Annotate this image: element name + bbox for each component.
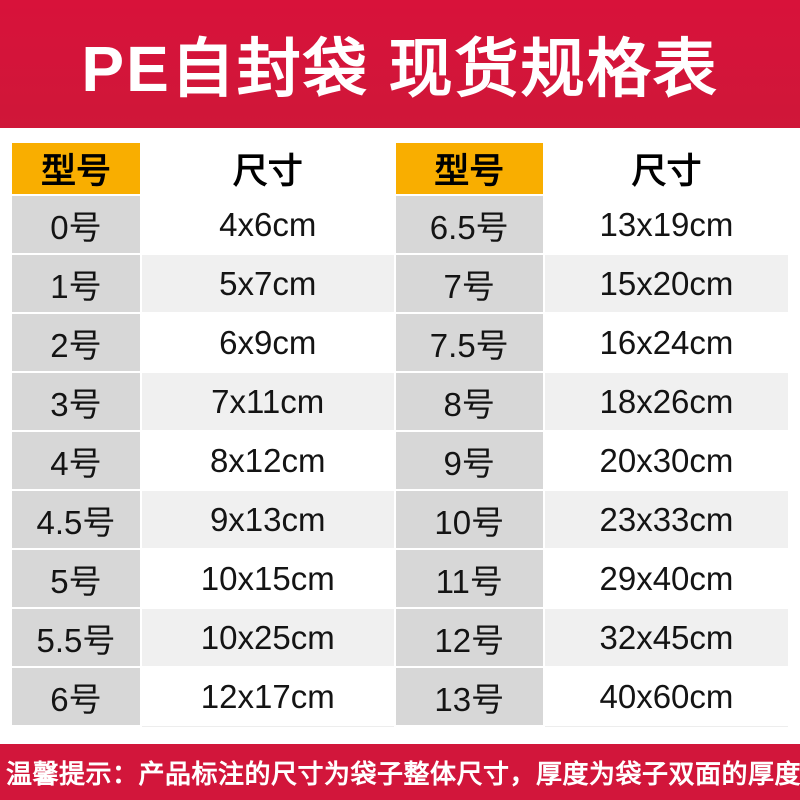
model-cell: 13号 xyxy=(393,666,545,727)
model-cell: 9号 xyxy=(393,430,545,491)
size-cell: 23x33cm xyxy=(542,489,791,550)
model-cell: 4.5号 xyxy=(10,489,142,550)
size-cell: 20x30cm xyxy=(542,430,791,491)
footer-banner: 温馨提示：产品标注的尺寸为袋子整体尺寸，厚度为袋子双面的厚度 xyxy=(0,744,800,800)
model-cell: 6.5号 xyxy=(393,194,545,255)
table-row: 4号 8x12cm 9号 20x30cm xyxy=(10,430,791,491)
size-cell: 4x6cm xyxy=(139,194,396,255)
size-cell: 8x12cm xyxy=(139,430,396,491)
size-cell: 12x17cm xyxy=(139,666,396,727)
column-header-model-left: 型号 xyxy=(10,141,142,196)
footer-note: 温馨提示：产品标注的尺寸为袋子整体尺寸，厚度为袋子双面的厚度 xyxy=(6,758,800,789)
model-cell: 0号 xyxy=(10,194,142,255)
size-cell: 18x26cm xyxy=(542,371,791,432)
column-header-size-right: 尺寸 xyxy=(542,141,791,196)
page-title: PE自封袋 现货规格表 xyxy=(81,33,719,105)
spec-table-container: 型号 尺寸 型号 尺寸 0号 4x6cm 6.5号 13x19cm 1号 5x7cm 7号 1… xyxy=(10,141,791,727)
model-cell: 5.5号 xyxy=(10,607,142,668)
size-cell: 7x11cm xyxy=(139,371,396,432)
table-row: 4.5号 9x13cm 10号 23x33cm xyxy=(10,489,791,550)
model-cell: 7.5号 xyxy=(393,312,545,373)
size-cell: 29x40cm xyxy=(542,548,791,609)
model-cell: 10号 xyxy=(393,489,545,550)
size-cell: 16x24cm xyxy=(542,312,791,373)
table-header-row: 型号 尺寸 型号 尺寸 xyxy=(10,141,791,196)
model-cell: 8号 xyxy=(393,371,545,432)
size-cell: 9x13cm xyxy=(139,489,396,550)
model-cell: 6号 xyxy=(10,666,142,727)
column-header-size-left: 尺寸 xyxy=(139,141,396,196)
size-cell: 6x9cm xyxy=(139,312,396,373)
size-cell: 5x7cm xyxy=(139,253,396,314)
table-row: 6号 12x17cm 13号 40x60cm xyxy=(10,666,791,727)
model-cell: 7号 xyxy=(393,253,545,314)
table-row: 1号 5x7cm 7号 15x20cm xyxy=(10,253,791,314)
model-cell: 11号 xyxy=(393,548,545,609)
table-row: 3号 7x11cm 8号 18x26cm xyxy=(10,371,791,432)
table-row: 5号 10x15cm 11号 29x40cm xyxy=(10,548,791,609)
model-cell: 4号 xyxy=(10,430,142,491)
column-header-model-right: 型号 xyxy=(393,141,545,196)
model-cell: 12号 xyxy=(393,607,545,668)
table-row: 0号 4x6cm 6.5号 13x19cm xyxy=(10,194,791,255)
model-cell: 2号 xyxy=(10,312,142,373)
size-cell: 32x45cm xyxy=(542,607,791,668)
spec-table: 型号 尺寸 型号 尺寸 0号 4x6cm 6.5号 13x19cm 1号 5x7cm 7号 1… xyxy=(10,141,791,727)
spec-table-body: 0号 4x6cm 6.5号 13x19cm 1号 5x7cm 7号 15x20cm 2号 6x9c… xyxy=(10,194,791,727)
table-row: 5.5号 10x25cm 12号 32x45cm xyxy=(10,607,791,668)
table-row: 2号 6x9cm 7.5号 16x24cm xyxy=(10,312,791,373)
size-cell: 13x19cm xyxy=(542,194,791,255)
title-banner: PE自封袋 现货规格表 xyxy=(0,0,800,128)
size-cell: 15x20cm xyxy=(542,253,791,314)
model-cell: 3号 xyxy=(10,371,142,432)
size-cell: 40x60cm xyxy=(542,666,791,727)
model-cell: 5号 xyxy=(10,548,142,609)
size-cell: 10x25cm xyxy=(139,607,396,668)
size-cell: 10x15cm xyxy=(139,548,396,609)
model-cell: 1号 xyxy=(10,253,142,314)
